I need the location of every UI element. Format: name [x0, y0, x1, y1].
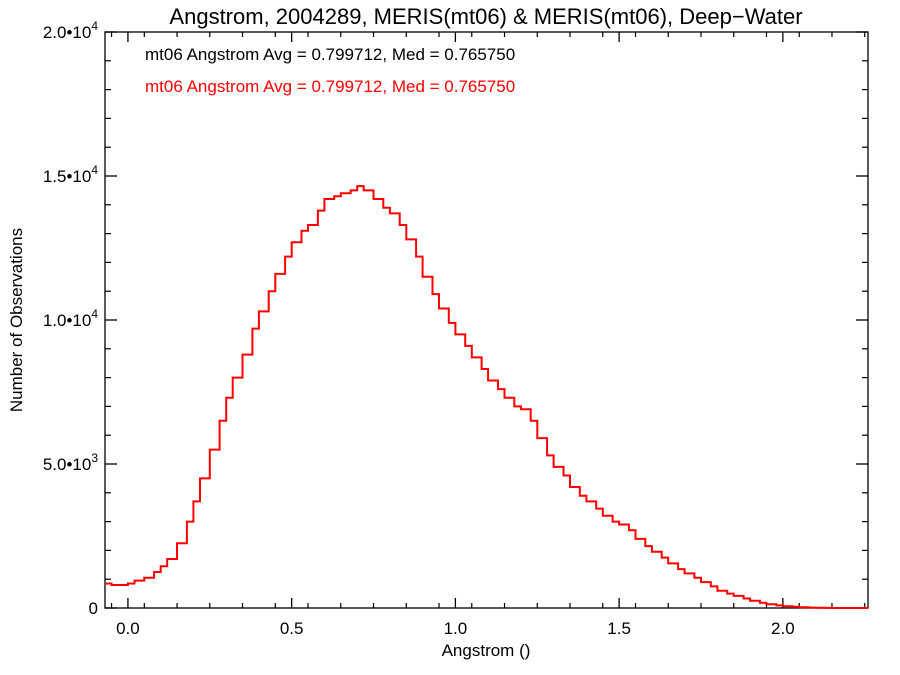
y-tick-mantissa: 5.0•10	[43, 455, 92, 474]
y-tick-label: 1.0•104	[43, 307, 99, 330]
y-tick-label: 1.5•104	[43, 163, 99, 186]
x-tick-label: 1.0	[444, 619, 468, 638]
y-tick-exponent: 4	[91, 19, 98, 33]
y-tick-mantissa: 1.5•10	[43, 167, 92, 186]
y-axis-label: Number of Observations	[7, 228, 26, 412]
y-tick-label: 0	[89, 599, 98, 618]
x-tick-label: 2.0	[771, 619, 795, 638]
y-tick-label: 2.0•104	[43, 19, 99, 42]
x-axis: 0.0 0.5 1.0 1.5 2.0	[110, 32, 866, 638]
plot-frame	[104, 31, 869, 609]
y-tick-mantissa: 0	[89, 599, 98, 618]
x-tick-label: 0.5	[280, 619, 304, 638]
y-tick-mantissa: 1.0•10	[43, 311, 92, 330]
annotation-red: mt06 Angstrom Avg = 0.799712, Med = 0.76…	[145, 77, 515, 96]
histogram-series-line	[105, 185, 868, 609]
annotation-black: mt06 Angstrom Avg = 0.799712, Med = 0.76…	[145, 45, 515, 64]
y-tick-mantissa: 2.0•10	[43, 23, 92, 42]
y-tick-exponent: 4	[91, 163, 98, 177]
x-tick-label: 0.0	[116, 619, 140, 638]
y-tick-label: 5.0•103	[43, 451, 99, 474]
y-tick-exponent: 4	[91, 307, 98, 321]
x-tick-label: 1.5	[607, 619, 631, 638]
x-axis-label: Angstrom ()	[442, 641, 531, 660]
y-tick-exponent: 3	[91, 451, 98, 465]
chart-title: Angstrom, 2004289, MERIS(mt06) & MERIS(m…	[169, 4, 802, 29]
